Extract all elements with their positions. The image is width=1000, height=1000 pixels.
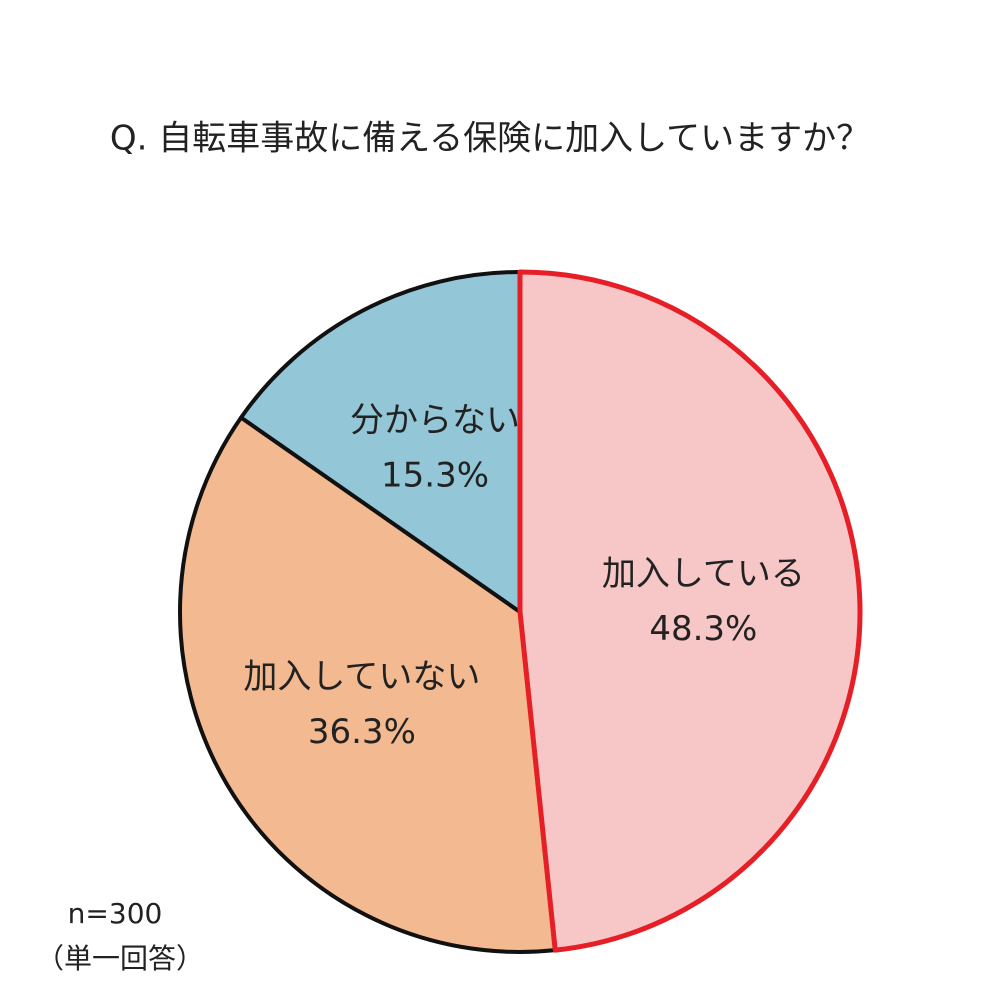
value-label: 36.3% bbox=[308, 712, 416, 752]
chart-title: Q. 自転車事故に備える保険に加入していますか？ bbox=[110, 119, 870, 159]
slice-label: 加入していない bbox=[243, 657, 480, 697]
answer-type: （単一回答） bbox=[36, 942, 204, 975]
slice-label: 加入している bbox=[602, 554, 805, 594]
pie-slice bbox=[239, 270, 522, 614]
slice-label: 分からない bbox=[350, 401, 520, 441]
value-label: 15.3% bbox=[381, 456, 489, 496]
pie-slice bbox=[178, 415, 558, 954]
pie-slice bbox=[517, 269, 863, 953]
sample-size: n=300 bbox=[68, 897, 163, 930]
value-label: 48.3% bbox=[649, 609, 757, 649]
